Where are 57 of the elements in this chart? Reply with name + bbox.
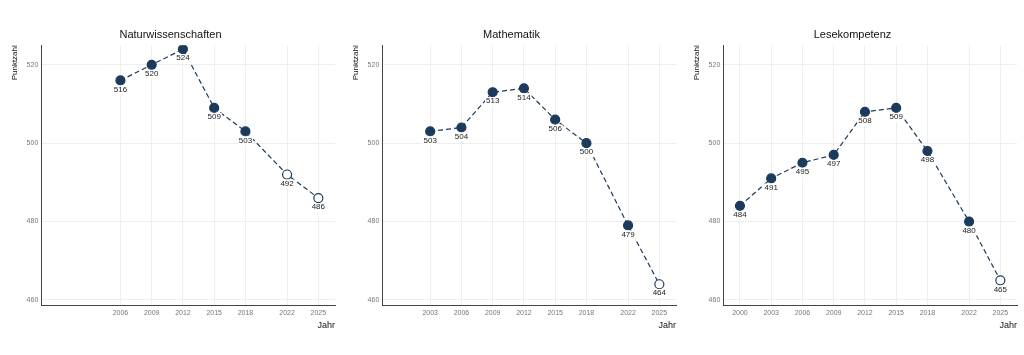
point	[734, 200, 746, 211]
x-axis-title: Jahr	[658, 320, 676, 331]
point	[622, 220, 634, 231]
x-axis-title: Jahr	[999, 320, 1017, 331]
data-label: 508	[858, 116, 873, 126]
point	[425, 126, 436, 137]
data-label: 500	[579, 147, 594, 157]
data-label: 486	[311, 202, 326, 212]
point	[766, 173, 777, 184]
chart-title: Lesekompetenz	[813, 27, 892, 40]
data-label: 480	[962, 225, 977, 235]
data-label: 492	[280, 178, 295, 188]
x-axis-title: Jahr	[317, 320, 335, 331]
chart-title: Naturwissenschaften	[119, 27, 222, 40]
y-axis-title: Punktzahl	[692, 44, 701, 81]
point	[922, 145, 933, 157]
data-label: 464	[652, 288, 667, 298]
chart-title: Mathematik	[483, 27, 541, 40]
data-label: 514	[517, 92, 532, 102]
point	[963, 216, 975, 227]
point	[240, 126, 251, 137]
data-label: 504	[454, 131, 469, 141]
point	[115, 75, 126, 86]
point	[995, 275, 1006, 286]
point	[859, 106, 871, 117]
point	[797, 157, 808, 168]
data-label: 509	[207, 112, 222, 122]
data-label: 495	[795, 166, 810, 176]
point	[581, 138, 592, 149]
data-label: 509	[889, 112, 904, 122]
data-label: 503	[238, 135, 253, 145]
point	[518, 83, 530, 94]
point	[313, 192, 324, 204]
point	[828, 149, 839, 161]
data-label: 479	[621, 229, 636, 239]
point	[456, 122, 467, 133]
point	[654, 279, 665, 290]
point	[487, 87, 498, 98]
data-label: 520	[145, 69, 159, 78]
data-label: 503	[423, 135, 438, 145]
data-label: 491	[764, 182, 779, 192]
data-label: 484	[733, 210, 748, 220]
y-axis-title: Punktzahl	[10, 44, 19, 81]
data-label: 516	[113, 84, 128, 94]
data-label: 497	[827, 159, 841, 169]
point	[146, 59, 157, 70]
data-label: 513	[486, 96, 500, 106]
data-label: 506	[548, 123, 563, 133]
data-label: 524	[176, 53, 191, 63]
point	[891, 102, 902, 113]
point	[281, 169, 293, 180]
data-label: 465	[993, 284, 1008, 294]
point	[177, 45, 189, 55]
data-label: 498	[920, 155, 935, 165]
point	[550, 114, 561, 125]
point	[209, 102, 220, 113]
y-axis-title: Punktzahl	[351, 44, 360, 81]
